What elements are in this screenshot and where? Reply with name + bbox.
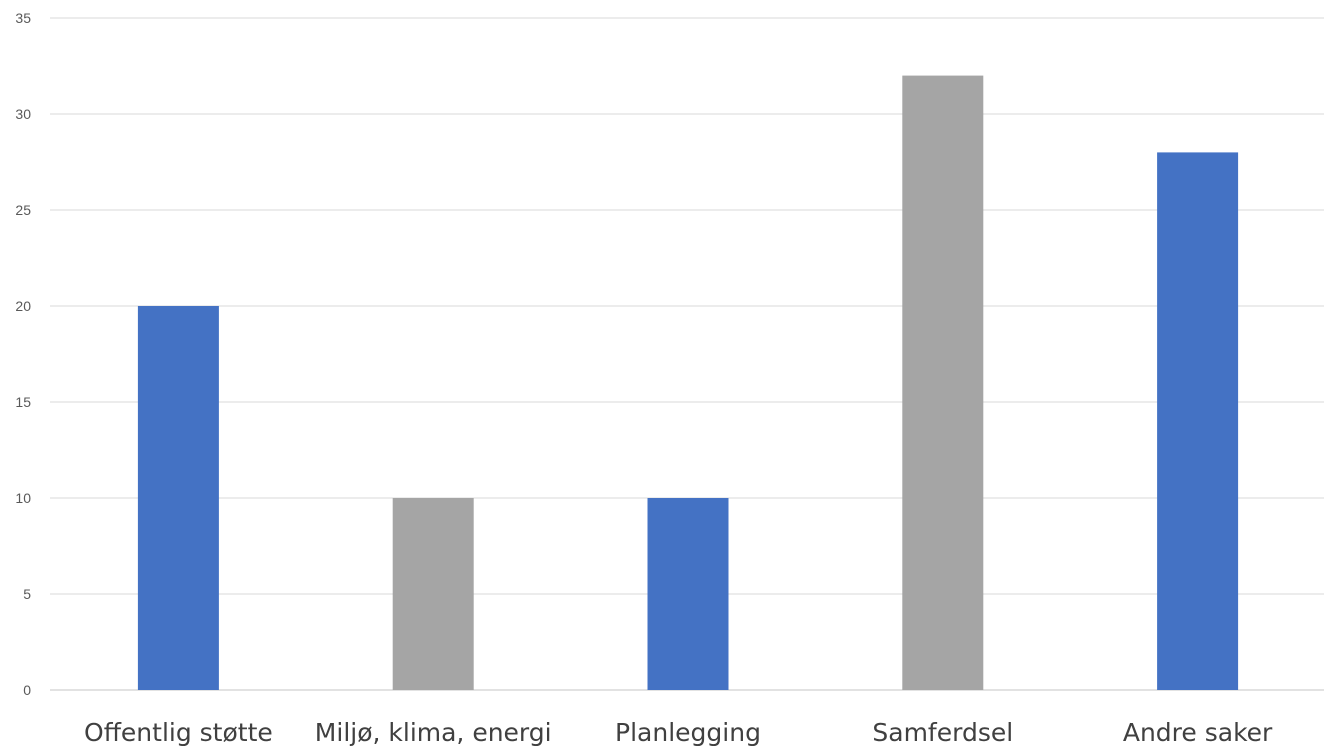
y-tick-label: 15 [15, 394, 31, 410]
y-tick-label: 35 [15, 10, 31, 26]
bar [902, 75, 984, 691]
bars [137, 75, 1239, 691]
y-tick-label: 30 [15, 106, 31, 122]
bar [1157, 152, 1239, 690]
gridlines [50, 17, 1324, 691]
x-tick-label: Offentlig støtte [84, 718, 273, 747]
x-tick-label: Planlegging [615, 718, 761, 747]
x-tick-label: Miljø, klima, energi [315, 718, 552, 747]
y-tick-label: 25 [15, 202, 31, 218]
x-tick-label: Andre saker [1123, 718, 1273, 747]
bar [647, 498, 729, 690]
bar [137, 306, 219, 690]
x-tick-label: Samferdsel [872, 718, 1013, 747]
y-tick-label: 0 [23, 682, 31, 698]
y-tick-label: 10 [15, 490, 31, 506]
y-tick-label: 5 [23, 586, 31, 602]
x-axis-tick-labels: Offentlig støtte Miljø, klima, energi Plan… [84, 718, 1273, 747]
y-tick-label: 20 [15, 298, 31, 314]
y-axis-tick-labels: 0 5 10 15 20 25 30 35 [15, 10, 31, 698]
bar [392, 498, 474, 690]
